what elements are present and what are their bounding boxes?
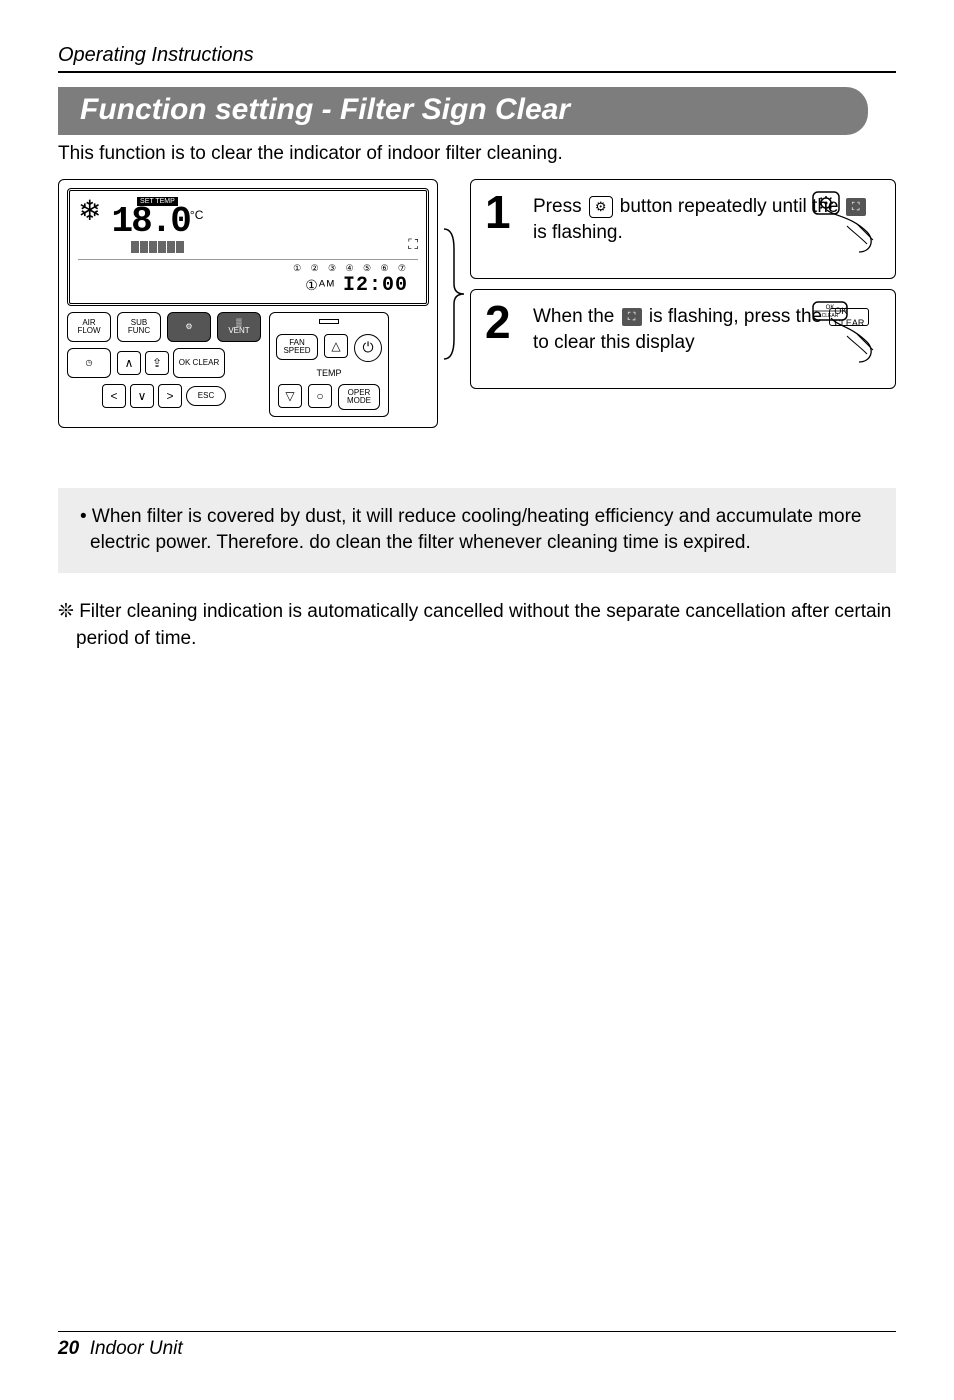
subfunc-button[interactable]: SUB FUNC <box>117 312 161 342</box>
intro-text: This function is to clear the indicator … <box>58 143 896 165</box>
remote-screen: ❄ SET TEMP 18.0°C ⛶ ① ② ③ ④ ⑤ ⑥ ⑦ <box>67 188 429 306</box>
power-button[interactable]: ⏻ <box>354 334 382 362</box>
airflow-button[interactable]: AIR FLOW <box>67 312 111 342</box>
step-1-number: 1 <box>485 192 519 233</box>
okclear-button[interactable]: OK CLEAR <box>173 348 225 378</box>
left-button[interactable]: < <box>102 384 126 408</box>
remote-illustration: ❄ SET TEMP 18.0°C ⛶ ① ② ③ ④ ⑤ ⑥ ⑦ <box>58 179 438 428</box>
svg-text:OK: OK <box>826 305 835 311</box>
step-1-thumb <box>811 190 883 262</box>
time-prefix: ①ᴬᴹ <box>305 279 334 295</box>
fanspeed-button[interactable]: FAN SPEED <box>276 334 318 360</box>
clock-button[interactable]: ◷ <box>67 348 111 378</box>
svg-text:CLEAR: CLEAR <box>822 313 839 319</box>
up-button[interactable]: ∧ <box>117 351 141 375</box>
opermode-button[interactable]: OPER MODE <box>338 384 380 410</box>
section-title: Function setting - Filter Sign Clear <box>58 87 868 135</box>
vent-button[interactable]: ▒ VENT <box>217 312 261 342</box>
note-line-1: • When filter is covered by dust, it wil… <box>80 506 861 527</box>
temp-value: 18.0 <box>111 201 189 242</box>
down-button[interactable]: ∨ <box>130 384 154 408</box>
step-2-thumb: OK CLEAR <box>811 300 883 372</box>
time-value: I2:00 <box>343 274 408 297</box>
led-slot <box>319 319 339 324</box>
temp-label: TEMP <box>316 368 341 378</box>
gear-icon: ⚙ <box>589 196 613 218</box>
tri-down-button[interactable]: ▽ <box>278 384 302 408</box>
rule-top <box>58 71 896 73</box>
exit-button[interactable]: ⇪ <box>145 351 169 375</box>
note-line-2: electric power. Therefore. do clean the … <box>90 532 751 553</box>
page-number: 20 <box>58 1338 79 1359</box>
right-button[interactable]: > <box>158 384 182 408</box>
filter-icon: ⛶ <box>408 236 418 253</box>
note-box: • When filter is covered by dust, it wil… <box>58 488 896 573</box>
steps-column: 1 Press ⚙ button repeatedly until the ⛶ … <box>470 179 896 389</box>
snowflake-icon: ❄ <box>78 197 101 225</box>
running-head: Operating Instructions <box>58 44 896 67</box>
arrow-cluster: ∧ ⇪ OK CLEAR <box>117 348 261 378</box>
circle-button[interactable]: ○ <box>308 384 332 408</box>
level-bars <box>131 241 184 253</box>
temp-unit: °C <box>190 208 203 222</box>
right-panel: FAN SPEED △ ⏻ TEMP ▽ ○ OPER MODE <box>269 312 389 417</box>
esc-button[interactable]: ESC <box>186 386 226 406</box>
page-footer: 20 Indoor Unit <box>58 1331 896 1360</box>
step-2: 2 When the ⛶ is flashing, press the OKCL… <box>470 289 896 389</box>
step-2-number: 2 <box>485 302 519 343</box>
tri-up-button[interactable]: △ <box>324 334 348 358</box>
footnote: ❊ Filter cleaning indication is automati… <box>58 599 896 652</box>
day-indicators: ① ② ③ ④ ⑤ ⑥ ⑦ <box>78 264 408 274</box>
figure-row: ❄ SET TEMP 18.0°C ⛶ ① ② ③ ④ ⑤ ⑥ ⑦ <box>58 179 896 428</box>
rule-bottom <box>58 1331 896 1332</box>
callout-bracket <box>444 179 464 428</box>
step-1: 1 Press ⚙ button repeatedly until the ⛶ … <box>470 179 896 279</box>
filter-indicator-icon: ⛶ <box>622 308 642 326</box>
gear-button[interactable]: ⚙ <box>167 312 211 342</box>
footer-label: Indoor Unit <box>90 1338 183 1359</box>
